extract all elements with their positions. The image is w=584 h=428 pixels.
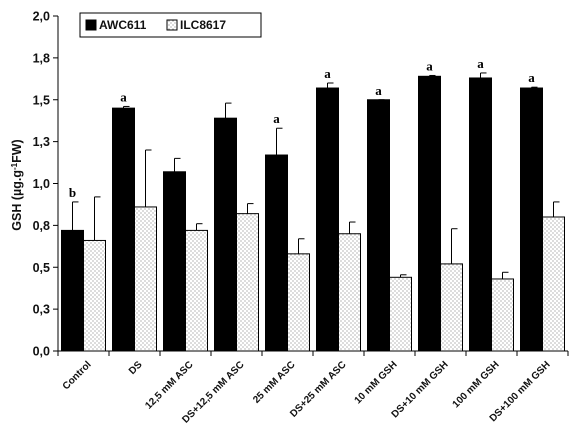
bar-ilc8617 xyxy=(83,239,106,352)
bar-ilc8617 xyxy=(287,253,310,352)
legend: AWC611 ILC8617 xyxy=(79,12,262,38)
y-tick-label: 0,3 xyxy=(33,303,50,317)
significance-label: a xyxy=(120,89,127,104)
bar-awc611 xyxy=(214,117,237,352)
bar-ilc8617 xyxy=(389,276,412,352)
bar-awc611 xyxy=(163,171,186,352)
legend-label-ilc8617: ILC8617 xyxy=(180,18,226,32)
x-category-label: 10 mM GSH xyxy=(353,359,400,406)
x-category-label: DS+10 mM GSH xyxy=(390,359,451,420)
significance-label: a xyxy=(477,56,484,71)
significance-label: a xyxy=(426,58,433,73)
y-tick-label: 1,0 xyxy=(33,177,50,191)
y-tick-label: 0,0 xyxy=(33,345,50,359)
bar-awc611 xyxy=(367,99,390,352)
x-category-label: DS xyxy=(127,359,145,377)
plot-area: 0,0 0,3 0,5 0,8 1,0 1,3 1,5 1,8 2,0 b Control a DS12… xyxy=(33,10,569,426)
x-category-label: 12,5 mM ASC xyxy=(143,359,195,411)
bar-awc611 xyxy=(61,229,84,352)
y-tick-label: 0,8 xyxy=(33,219,50,233)
x-category-label: DS+25 mM ASC xyxy=(288,359,348,419)
significance-label: a xyxy=(324,66,331,81)
x-category-label: Control xyxy=(61,359,94,392)
y-tick-label: 1,8 xyxy=(33,51,50,65)
bar-awc611 xyxy=(112,107,135,352)
significance-label: a xyxy=(528,70,535,85)
bar-ilc8617 xyxy=(185,229,208,352)
significance-label: b xyxy=(69,185,76,200)
bar-ilc8617 xyxy=(338,233,361,352)
x-category-label: 100 mM GSH xyxy=(451,359,502,410)
bar-awc611 xyxy=(520,87,543,352)
y-tick-label: 1,5 xyxy=(33,93,50,107)
bar-awc611 xyxy=(469,77,492,352)
bar-awc611 xyxy=(265,154,288,352)
bar-awc611 xyxy=(316,87,339,352)
y-tick-label: 2,0 xyxy=(33,10,50,24)
legend-swatch-ilc8617 xyxy=(166,19,178,31)
legend-swatch-awc611 xyxy=(85,19,97,31)
bar-awc611 xyxy=(418,75,441,352)
bar-ilc8617 xyxy=(440,263,463,352)
y-tick-label: 1,3 xyxy=(33,135,50,149)
significance-label: a xyxy=(375,83,382,98)
bar-ilc8617 xyxy=(236,213,259,352)
y-tick-label: 0,5 xyxy=(33,261,50,275)
x-category-label: 25 mM ASC xyxy=(251,359,297,405)
bar-ilc8617 xyxy=(542,216,565,352)
legend-label-awc611: AWC611 xyxy=(99,18,147,32)
significance-label: a xyxy=(273,111,280,126)
bar-ilc8617 xyxy=(491,278,514,352)
y-axis-title: GSH (µg.g-1FW) xyxy=(10,139,25,230)
bar-ilc8617 xyxy=(134,206,157,352)
